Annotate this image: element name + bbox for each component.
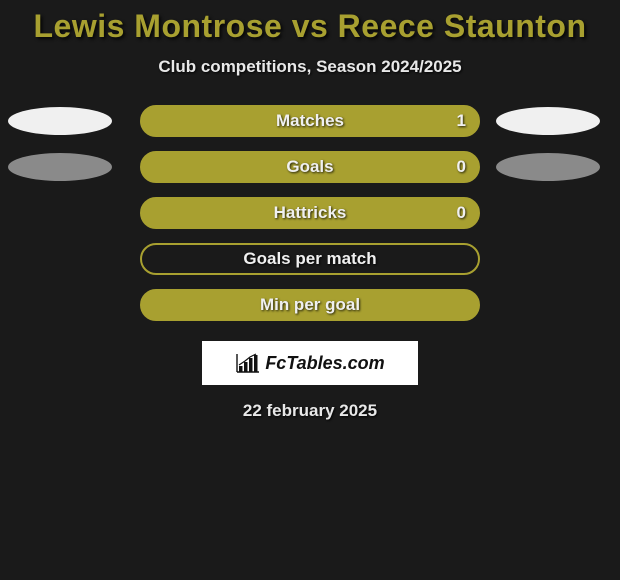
- stat-bar: Min per goal: [140, 289, 480, 321]
- stat-row: Hattricks 0: [0, 197, 620, 229]
- date-label: 22 february 2025: [0, 401, 620, 421]
- stat-bar: Hattricks 0: [140, 197, 480, 229]
- stat-label: Goals per match: [243, 249, 376, 269]
- logo-text: FcTables.com: [265, 353, 384, 374]
- comparison-card: Lewis Montrose vs Reece Staunton Club co…: [0, 0, 620, 421]
- left-marker: [8, 153, 112, 181]
- stat-row: Matches 1: [0, 105, 620, 137]
- stat-row: Min per goal: [0, 289, 620, 321]
- stat-bar: Goals per match: [140, 243, 480, 275]
- source-logo: FcTables.com: [202, 341, 418, 385]
- subtitle: Club competitions, Season 2024/2025: [0, 57, 620, 77]
- stat-bar: Matches 1: [140, 105, 480, 137]
- stat-value: 1: [457, 111, 466, 131]
- stat-label: Hattricks: [274, 203, 347, 223]
- stat-label: Matches: [276, 111, 344, 131]
- stat-label: Goals: [286, 157, 333, 177]
- stat-value: 0: [457, 203, 466, 223]
- stat-bar: Goals 0: [140, 151, 480, 183]
- stat-label: Min per goal: [260, 295, 360, 315]
- left-marker: [8, 107, 112, 135]
- right-marker: [496, 153, 600, 181]
- stat-row: Goals 0: [0, 151, 620, 183]
- page-title: Lewis Montrose vs Reece Staunton: [0, 8, 620, 45]
- barchart-icon: [235, 352, 261, 374]
- stat-row: Goals per match: [0, 243, 620, 275]
- stats-list: Matches 1 Goals 0 Hattricks 0 Goals per match M…: [0, 105, 620, 321]
- right-marker: [496, 107, 600, 135]
- stat-value: 0: [457, 157, 466, 177]
